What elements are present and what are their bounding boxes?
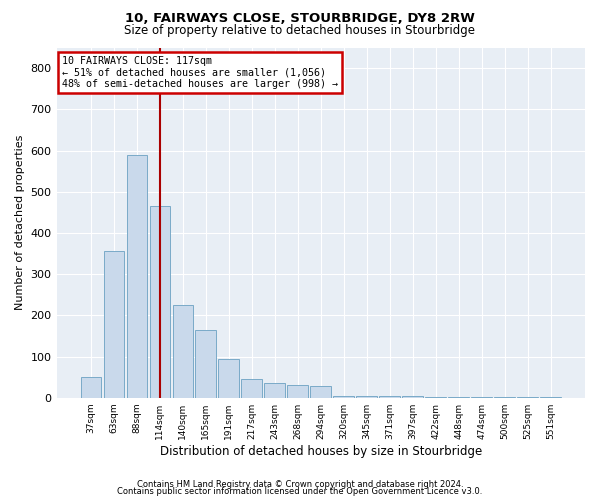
Bar — [379, 396, 400, 398]
Bar — [173, 305, 193, 398]
Bar — [310, 386, 331, 398]
Bar — [425, 397, 446, 398]
Bar — [104, 252, 124, 398]
Y-axis label: Number of detached properties: Number of detached properties — [15, 135, 25, 310]
Bar — [334, 396, 354, 398]
Text: 10 FAIRWAYS CLOSE: 117sqm
← 51% of detached houses are smaller (1,056)
48% of se: 10 FAIRWAYS CLOSE: 117sqm ← 51% of detac… — [62, 56, 338, 90]
Text: 10, FAIRWAYS CLOSE, STOURBRIDGE, DY8 2RW: 10, FAIRWAYS CLOSE, STOURBRIDGE, DY8 2RW — [125, 12, 475, 26]
X-axis label: Distribution of detached houses by size in Stourbridge: Distribution of detached houses by size … — [160, 444, 482, 458]
Text: Contains public sector information licensed under the Open Government Licence v3: Contains public sector information licen… — [118, 488, 482, 496]
Text: Contains HM Land Registry data © Crown copyright and database right 2024.: Contains HM Land Registry data © Crown c… — [137, 480, 463, 489]
Bar — [448, 397, 469, 398]
Bar — [356, 396, 377, 398]
Bar — [196, 330, 216, 398]
Bar — [218, 358, 239, 398]
Bar — [127, 154, 147, 398]
Text: Size of property relative to detached houses in Stourbridge: Size of property relative to detached ho… — [125, 24, 476, 37]
Bar — [287, 386, 308, 398]
Bar — [80, 377, 101, 398]
Bar — [149, 206, 170, 398]
Bar — [403, 396, 423, 398]
Bar — [241, 379, 262, 398]
Bar — [265, 384, 285, 398]
